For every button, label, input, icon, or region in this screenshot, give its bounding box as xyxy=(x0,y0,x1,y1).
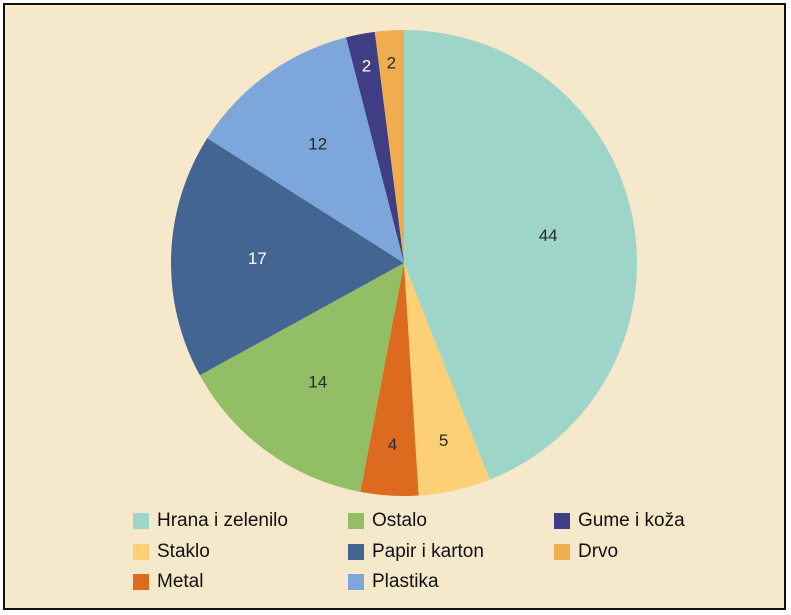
legend-label: Papir i karton xyxy=(372,541,484,562)
legend-item-gume-i-koza: Gume i koža xyxy=(554,510,685,532)
slice-value-label: 17 xyxy=(248,249,267,268)
legend-label: Gume i koža xyxy=(578,510,685,531)
legend-item-metal: Metal xyxy=(133,571,203,593)
legend-item-staklo: Staklo xyxy=(133,541,210,563)
legend-item-ostalo: Ostalo xyxy=(348,510,427,532)
legend-swatch xyxy=(133,574,149,590)
legend-label: Metal xyxy=(157,571,204,592)
slice-value-label: 5 xyxy=(439,431,448,450)
slice-value-label: 14 xyxy=(308,372,327,391)
pie-slice-drvo xyxy=(374,30,404,263)
legend-swatch xyxy=(133,513,149,529)
legend-item-hrana-i-zelenilo: Hrana i zelenilo xyxy=(133,510,288,532)
legend-swatch xyxy=(554,544,570,560)
legend-label: Drvo xyxy=(578,541,619,562)
legend-label: Staklo xyxy=(157,541,210,562)
pie-slice-plastika xyxy=(207,37,404,263)
legend: Hrana i zelenilo Staklo Metal Ostalo Pap… xyxy=(133,510,753,596)
legend-label: Hrana i zelenilo xyxy=(157,510,288,531)
pie-slice-metal xyxy=(360,263,419,496)
pie-slice-hrana-i-zelenilo xyxy=(404,30,637,480)
legend-item-drvo: Drvo xyxy=(554,541,618,563)
slice-value-label: 44 xyxy=(539,226,558,245)
slice-value-label: 12 xyxy=(308,135,327,154)
legend-item-plastika: Plastika xyxy=(348,571,439,593)
slice-value-label: 4 xyxy=(388,435,397,454)
pie-slice-papir-i-karton xyxy=(171,138,404,376)
slice-value-label: 2 xyxy=(362,57,371,76)
legend-swatch xyxy=(554,513,570,529)
legend-item-papir-i-karton: Papir i karton xyxy=(348,541,484,563)
pie-slice-gume-i-ko-a xyxy=(346,31,404,263)
slice-value-label: 2 xyxy=(387,54,396,73)
legend-label: Ostalo xyxy=(372,510,427,531)
pie-slice-ostalo xyxy=(199,263,404,492)
legend-swatch xyxy=(348,513,364,529)
legend-swatch xyxy=(348,574,364,590)
legend-swatch xyxy=(348,544,364,560)
legend-label: Plastika xyxy=(372,571,439,592)
pie-slice-staklo xyxy=(404,263,490,496)
legend-swatch xyxy=(133,544,149,560)
